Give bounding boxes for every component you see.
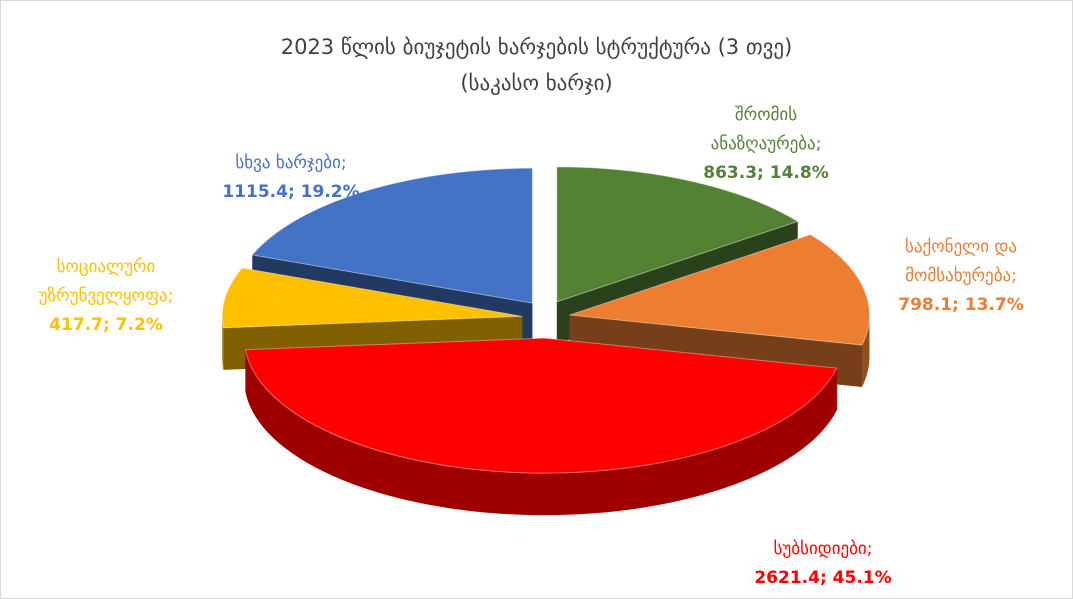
data-label: სოციალური უზრუნველყოფა; 417.7; 7.2% xyxy=(1,253,211,340)
category-label: საქონელი და მომსახურება; xyxy=(905,237,1017,286)
category-label: სოციალური უზრუნველყოფა; xyxy=(38,257,174,306)
slice-top xyxy=(556,166,799,303)
value-label: 1115.4; 19.2% xyxy=(222,182,360,202)
slice-top xyxy=(251,167,533,304)
slice-top xyxy=(244,337,838,474)
category-label: შრომის ანაზღაურება; xyxy=(710,105,822,154)
value-label: 417.7; 7.2% xyxy=(49,315,163,335)
slice-top xyxy=(221,267,523,329)
pie-slice xyxy=(244,337,838,516)
value-label: 863.3; 14.8% xyxy=(703,163,829,183)
slice-side xyxy=(861,315,870,388)
slice-side xyxy=(245,349,837,516)
value-label: 2621.4; 45.1% xyxy=(754,568,892,588)
pie-slice xyxy=(569,234,870,388)
category-label: სხვა ხარჯები; xyxy=(235,153,347,173)
data-label: სუბსიდიები; 2621.4; 45.1% xyxy=(723,535,923,593)
category-label: სუბსიდიები; xyxy=(773,539,873,559)
chart-title: 2023 წლის ბიუჯეტის ხარჯების სტრუქტურა (3… xyxy=(280,35,793,59)
slice-top xyxy=(569,234,870,346)
data-label: შრომის ანაზღაურება; 863.3; 14.8% xyxy=(681,101,851,188)
slice-side xyxy=(222,316,224,370)
data-label: საქონელი და მომსახურება; 798.1; 13.7% xyxy=(866,233,1056,320)
data-label: სხვა ხარჯები; 1115.4; 19.2% xyxy=(186,149,396,207)
value-label: 798.1; 13.7% xyxy=(898,295,1024,315)
chart-subtitle: (საკასო ხარჯი) xyxy=(460,71,613,95)
